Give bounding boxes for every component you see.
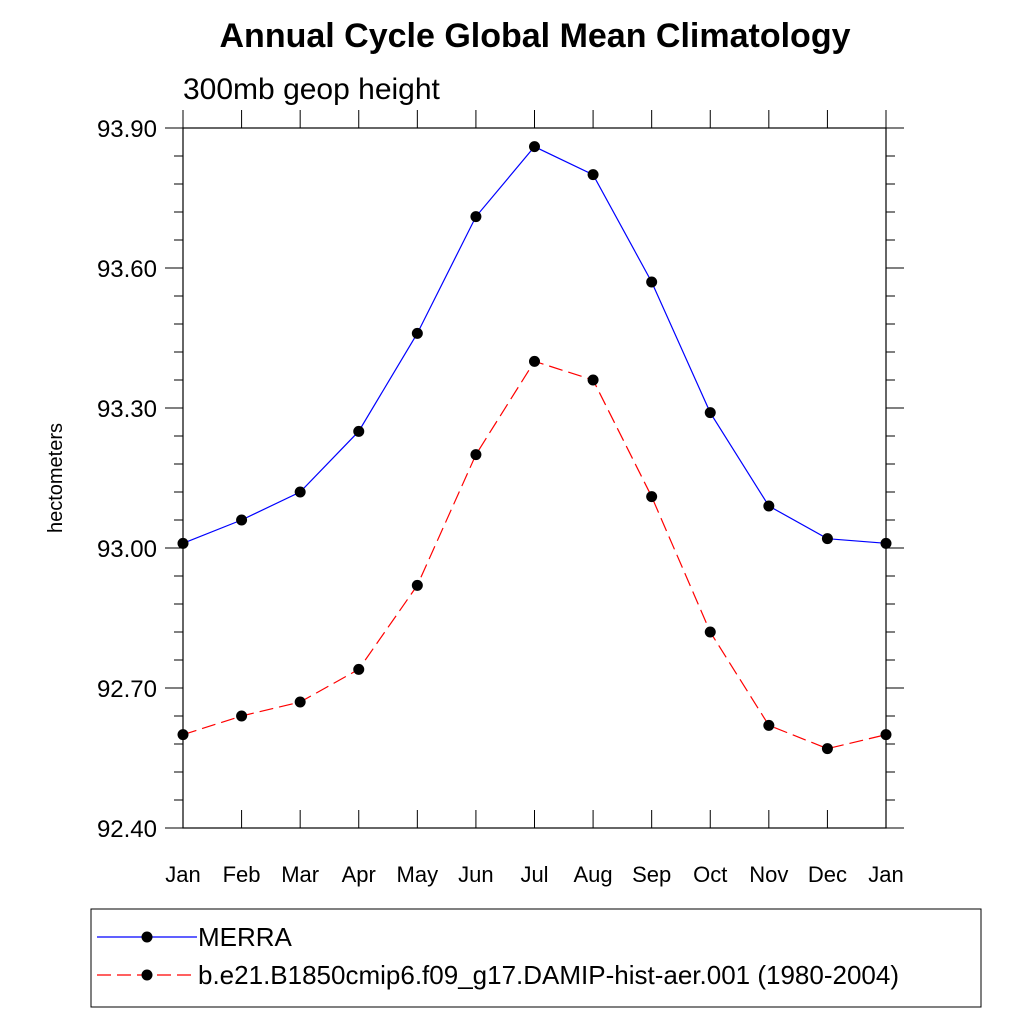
data-point-marker <box>529 355 540 367</box>
data-point-marker <box>587 169 599 181</box>
legend-label: MERRA <box>198 922 293 952</box>
data-point-marker <box>646 276 658 288</box>
data-point-marker <box>880 729 892 741</box>
data-point-marker <box>646 491 658 503</box>
x-tick-label: Sep <box>632 862 671 887</box>
data-point-marker <box>353 663 365 675</box>
y-tick-label: 93.30 <box>97 396 157 423</box>
x-tick-label: Oct <box>693 862 727 887</box>
y-tick-label: 92.40 <box>97 816 157 843</box>
data-point-marker <box>704 407 716 419</box>
y-tick-label: 92.70 <box>97 676 157 703</box>
legend-label: b.e21.B1850cmip6.f09_g17.DAMIP-hist-aer.… <box>198 960 899 990</box>
data-point-marker <box>821 533 833 545</box>
data-point-marker <box>880 537 892 549</box>
x-tick-label: Jan <box>165 862 200 887</box>
data-point-marker <box>704 626 716 638</box>
data-point-marker <box>353 425 365 437</box>
y-tick-label: 93.00 <box>97 536 157 563</box>
x-tick-label: Feb <box>223 862 261 887</box>
data-point-marker <box>763 500 775 512</box>
x-tick-label: Aug <box>574 862 613 887</box>
x-tick-label: Nov <box>749 862 788 887</box>
data-point-marker <box>411 327 423 339</box>
data-point-marker <box>177 729 189 741</box>
x-tick-label: Dec <box>808 862 847 887</box>
x-tick-label: Mar <box>281 862 319 887</box>
legend-box <box>90 908 982 1008</box>
data-point-marker <box>821 743 833 755</box>
y-tick-label: 93.60 <box>97 256 157 283</box>
series-group <box>177 141 892 755</box>
x-tick-label: Jul <box>520 862 548 887</box>
data-point-marker <box>411 579 423 591</box>
x-tick-label: May <box>397 862 439 887</box>
data-point-marker <box>470 211 482 223</box>
axes: 92.40 92.70 93.00 93.30 93.60 93.90 Jan Feb Mar A… <box>97 110 904 887</box>
series-line <box>182 360 887 750</box>
data-point-marker <box>294 486 306 498</box>
legend-marker <box>141 931 153 943</box>
data-point-marker <box>470 449 482 461</box>
legend: MERRA b.e21.B1850cmip6.f09_g17.DAMIP-hist… <box>97 922 899 990</box>
plot-frame <box>182 127 887 829</box>
chart-title: Annual Cycle Global Mean Climatology <box>220 17 851 55</box>
x-tick-label: Apr <box>342 862 376 887</box>
data-point-marker <box>763 719 775 731</box>
legend-marker <box>141 969 153 981</box>
chart-subtitle: 300mb geop height <box>183 73 441 106</box>
data-point-marker <box>587 374 599 386</box>
data-point-marker <box>236 710 248 722</box>
y-tick-label: 93.90 <box>97 116 157 143</box>
data-point-marker <box>177 537 189 549</box>
series-line <box>182 145 887 544</box>
y-axis-label: hectometers <box>45 423 67 533</box>
data-point-marker <box>529 141 540 153</box>
data-point-marker <box>236 514 248 526</box>
x-tick-label: Jun <box>458 862 493 887</box>
x-tick-label: Jan <box>868 862 903 887</box>
data-point-marker <box>294 696 306 708</box>
